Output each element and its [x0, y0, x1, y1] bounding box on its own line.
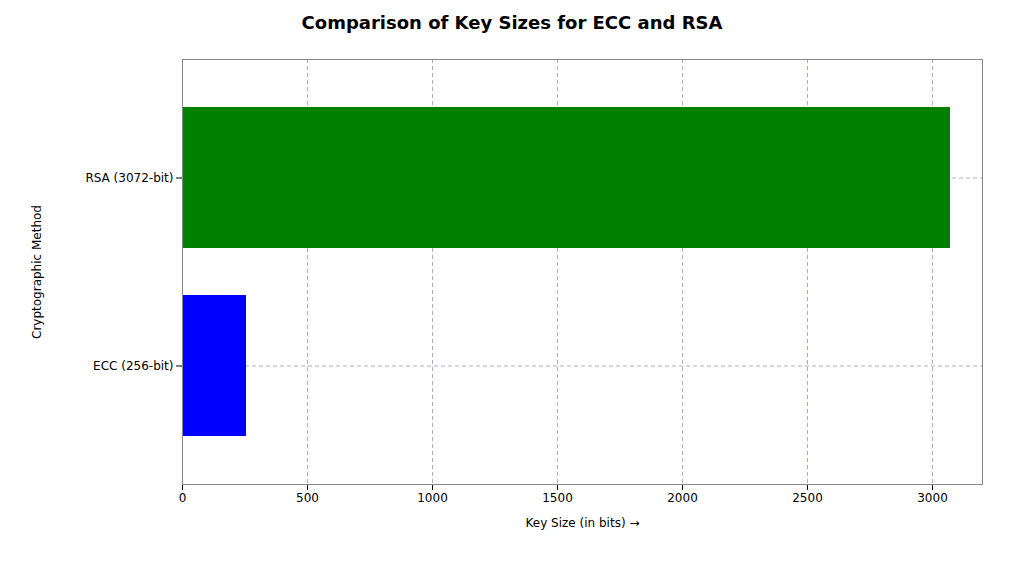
- svg-text:ECC (256-bit): ECC (256-bit): [93, 359, 173, 373]
- html-text:Comparison of Key Sizes for EC: Comparison of Key Sizes for ECC and RSA: [301, 12, 723, 33]
- svg-text:1500: 1500: [542, 491, 573, 505]
- svg-text:Key Size (in bits) →: Key Size (in bits) →: [526, 516, 640, 530]
- svg-text:2500: 2500: [792, 491, 823, 505]
- svg-text:1000: 1000: [417, 491, 448, 505]
- svg-text:2000: 2000: [667, 491, 698, 505]
- svg-text:Cryptographic Method: Cryptographic Method: [30, 205, 44, 339]
- svg-text:RSA (3072-bit): RSA (3072-bit): [85, 171, 173, 185]
- svg-text:3000: 3000: [917, 491, 948, 505]
- svg-text:500: 500: [296, 491, 319, 505]
- svg-text:0: 0: [179, 491, 187, 505]
